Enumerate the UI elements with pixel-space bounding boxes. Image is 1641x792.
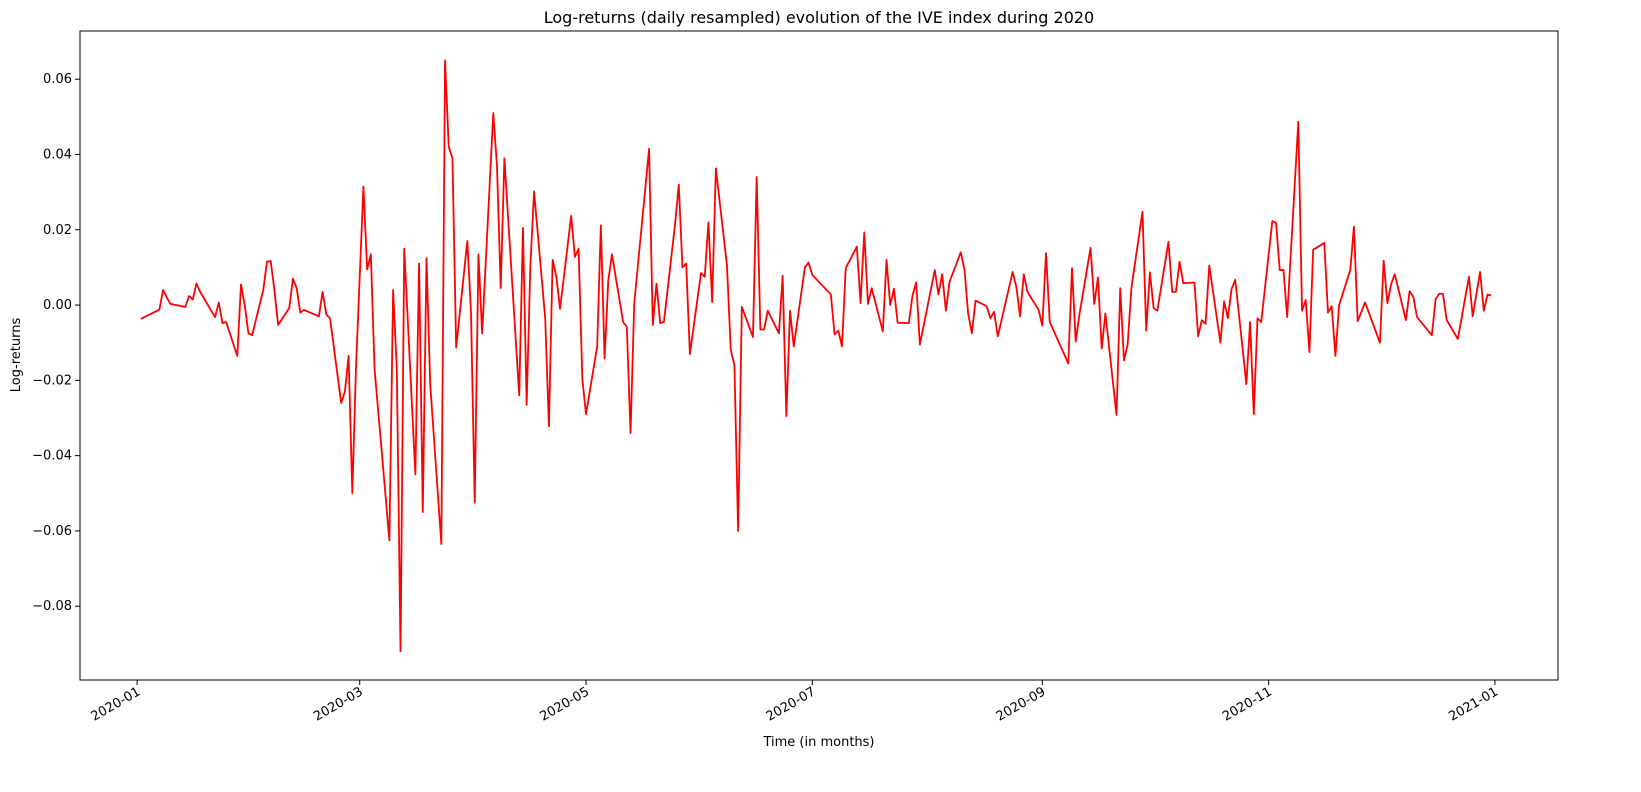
y-axis-label: Log-returns — [9, 318, 24, 393]
y-tick-label: 0.04 — [43, 147, 72, 162]
x-axis-label: Time (in months) — [762, 735, 874, 750]
x-tick-label: 2020-05 — [537, 684, 592, 724]
x-tick-label: 2020-07 — [764, 684, 819, 724]
y-tick-label: −0.02 — [32, 373, 72, 388]
y-tick-label: 0.06 — [43, 72, 72, 87]
line — [140, 59, 1492, 653]
chart-title: Log-returns (daily resampled) evolution … — [544, 8, 1094, 27]
x-tick-label: 2020-11 — [1220, 684, 1275, 724]
y-tick-label: −0.08 — [32, 599, 72, 614]
x-tick-label: 2020-09 — [994, 684, 1049, 724]
y-tick-label: 0.00 — [43, 298, 72, 313]
plot-frame — [79, 30, 1559, 681]
x-tick-label: 2020-03 — [311, 684, 366, 724]
y-tick-label: −0.06 — [32, 524, 72, 539]
y-tick-label: 0.02 — [43, 223, 72, 238]
y-tick-label: −0.04 — [32, 449, 72, 464]
x-tick-label: 2021-01 — [1446, 684, 1501, 724]
x-tick-label: 2020-01 — [89, 684, 144, 724]
